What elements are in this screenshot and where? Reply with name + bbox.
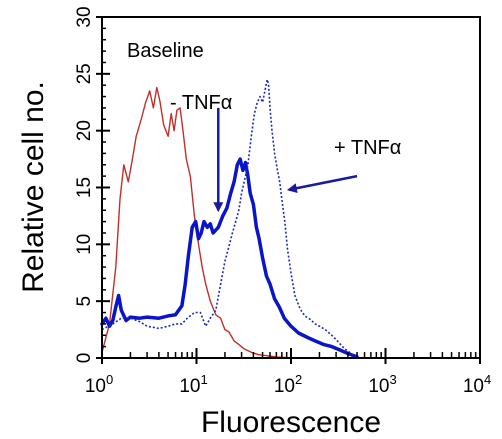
y-tick-label: 15 (74, 177, 95, 198)
x-tick-exponent: 3 (389, 372, 396, 387)
series-line-1 (101, 86, 349, 359)
x-tick-label: 103 (368, 372, 396, 397)
series-line-2 (100, 157, 359, 359)
series-layer (100, 78, 359, 359)
x-tick-label: 102 (274, 372, 302, 397)
y-tick-label: 25 (74, 63, 95, 84)
y-tick-label: 10 (74, 234, 95, 255)
x-tick-exponent: 4 (484, 372, 491, 387)
x-tick-exponent: 0 (106, 372, 113, 387)
x-tick-base: 10 (85, 376, 106, 397)
x-tick-exponent: 1 (200, 372, 207, 387)
annotation-baseline: Baseline (127, 40, 204, 62)
x-tick-label: 100 (85, 372, 113, 397)
annotation-plus-tnf: + TNFα (334, 137, 401, 159)
plot-area (102, 17, 480, 358)
x-tick-label: 101 (179, 372, 207, 397)
arrow-layer (213, 107, 358, 213)
x-axis-title: Fluorescence (201, 406, 381, 439)
y-tick-label: 5 (74, 296, 95, 307)
x-tick-exponent: 2 (295, 372, 302, 387)
y-tick-label: 30 (74, 6, 95, 27)
plus-tnf-arrow (286, 174, 358, 194)
y-tick-label: 0 (74, 353, 95, 364)
x-tick-base: 10 (368, 376, 389, 397)
y-tick-label: 20 (74, 120, 95, 141)
x-tick-base: 10 (274, 376, 295, 397)
x-tick-base: 10 (463, 376, 484, 397)
x-tick-label: 104 (463, 372, 491, 397)
x-tick-base: 10 (179, 376, 200, 397)
annotation-minus-tnf: - TNFα (170, 92, 232, 114)
series-line-3 (101, 78, 358, 358)
y-axis-title: Relative cell no. (17, 81, 50, 293)
